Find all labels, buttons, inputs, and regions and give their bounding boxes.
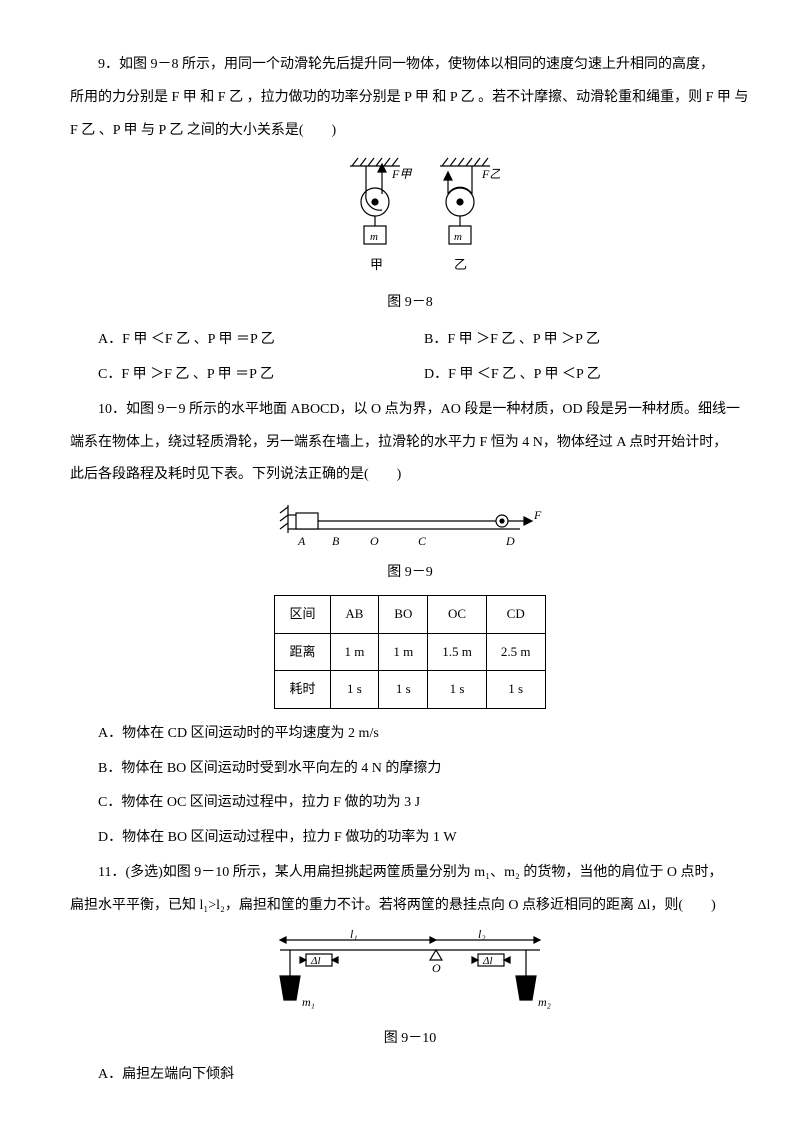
svg-text:m: m — [370, 231, 378, 243]
q10-stem-line2: 端系在物体上，绕过轻质滑轮，另一端系在墙上，拉滑轮的水平力 F 恒为 4 N，物… — [70, 428, 750, 459]
q11-figure: l₁ l₂ O Δl Δl m₁ m₂ — [70, 930, 750, 1020]
q10-opt-d: D．物体在 BO 区间运动过程中，拉力 F 做功的功率为 1 W — [98, 823, 778, 854]
q9-opt-c: C．F 甲 ＞F 乙 、P 甲 ＝P 乙 — [98, 360, 424, 391]
q9-stem-line2: 所用的力分别是 F 甲 和 F 乙 ，拉力做功的功率分别是 P 甲 和 P 乙 … — [70, 83, 750, 114]
svg-text:m₁: m₁ — [302, 995, 315, 1009]
table-row: 区间AB BOOC CD — [275, 595, 545, 633]
svg-text:l₁: l₁ — [350, 930, 358, 941]
q10-stem-line1: 10．如图 9－9 所示的水平地面 ABOCD，以 O 点为界，AO 段是一种材… — [70, 395, 750, 426]
svg-text:B: B — [332, 534, 340, 548]
q9-opt-a: A．F 甲 ＜F 乙 、P 甲 ＝P 乙 — [98, 325, 424, 356]
svg-text:F: F — [533, 508, 542, 522]
q11-stem-line1: 11．(多选)如图 9－10 所示，某人用扁担挑起两筐质量分别为 m₁、m₂ 的… — [70, 858, 750, 889]
q9-opt-b: B．F 甲 ＞F 乙 、P 甲 ＞P 乙 — [424, 325, 750, 356]
q9-options: A．F 甲 ＜F 乙 、P 甲 ＝P 乙 B．F 甲 ＞F 乙 、P 甲 ＞P … — [98, 325, 750, 395]
q10-stem-line3: 此后各段路程及耗时见下表。下列说法正确的是( ) — [70, 460, 750, 491]
q9-stem-line1: 9．如图 9－8 所示，用同一个动滑轮先后提升同一物体，使物体以相同的速度匀速上… — [70, 50, 750, 81]
q10-opt-a: A．物体在 CD 区间运动时的平均速度为 2 m/s — [98, 719, 778, 750]
q9-opt-d: D．F 甲 ＜F 乙 、P 甲 ＜P 乙 — [424, 360, 750, 391]
q9-caption: 图 9－8 — [70, 288, 750, 319]
svg-text:F乙: F乙 — [481, 167, 500, 181]
svg-text:A: A — [297, 534, 306, 548]
q10-caption: 图 9－9 — [70, 558, 750, 589]
q10-table: 区间AB BOOC CD 距离1 m 1 m1.5 m 2.5 m 耗时1 s … — [274, 595, 545, 709]
svg-text:O: O — [432, 961, 441, 975]
q9-figure: F甲 m 甲 F乙 m 乙 — [70, 154, 750, 284]
svg-text:F甲: F甲 — [391, 167, 412, 181]
q9-stem-line3: F 乙 、P 甲 与 P 乙 之间的大小关系是( ) — [70, 116, 750, 147]
table-row: 耗时1 s 1 s1 s 1 s — [275, 671, 545, 709]
q11-caption: 图 9－10 — [70, 1024, 750, 1055]
svg-text:甲: 甲 — [370, 257, 383, 272]
q10-figure: F A B O C D — [70, 499, 750, 554]
svg-text:乙: 乙 — [454, 257, 467, 272]
svg-text:C: C — [418, 534, 427, 548]
svg-text:D: D — [505, 534, 515, 548]
q11-stem-line2: 扁担水平平衡，已知 l₁>l₂，扁担和筐的重力不计。若将两筐的悬挂点向 O 点移… — [70, 891, 750, 922]
svg-text:m₂: m₂ — [538, 995, 551, 1009]
q10-opt-c: C．物体在 OC 区间运动过程中，拉力 F 做的功为 3 J — [98, 788, 778, 819]
q10-opt-b: B．物体在 BO 区间运动时受到水平向左的 4 N 的摩擦力 — [98, 754, 778, 785]
svg-text:m: m — [454, 231, 462, 243]
svg-text:l₂: l₂ — [478, 930, 486, 941]
svg-text:Δl: Δl — [482, 955, 493, 967]
svg-text:O: O — [370, 534, 379, 548]
table-row: 距离1 m 1 m1.5 m 2.5 m — [275, 633, 545, 671]
svg-text:Δl: Δl — [310, 955, 321, 967]
q11-opt-a: A．扁担左端向下倾斜 — [98, 1060, 778, 1091]
